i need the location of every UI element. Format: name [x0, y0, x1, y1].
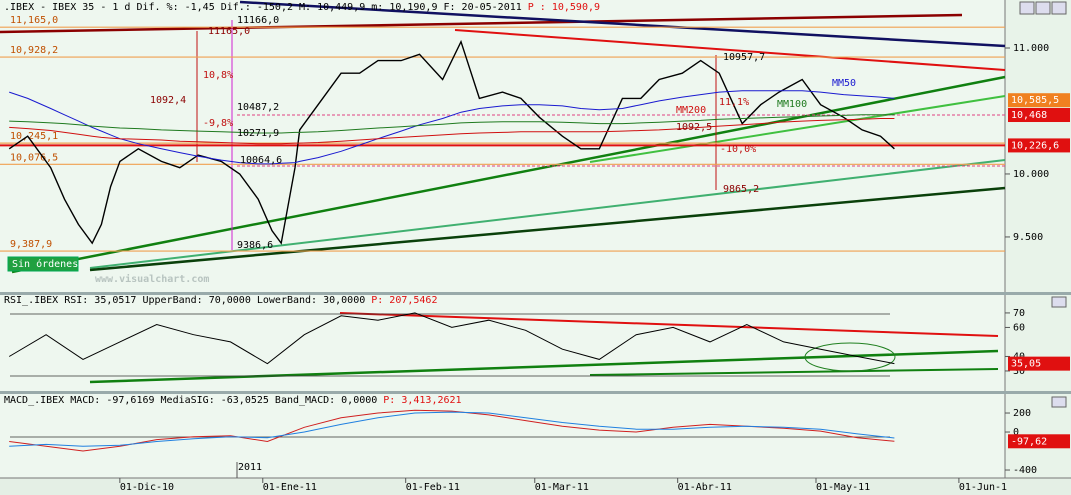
level-label: 10,245,1	[10, 131, 58, 142]
y-tick-label: 200	[1013, 408, 1031, 419]
trend-line	[454, 29, 1006, 71]
year-label: 2011	[238, 462, 262, 473]
panel-separator	[0, 391, 1071, 394]
trend-lines	[0, 0, 1006, 438]
annotation: 9865,2	[723, 184, 759, 195]
annotation: 1092,4	[150, 95, 186, 106]
trend-line	[589, 95, 1006, 163]
header-text: MACD_.IBEX MACD: -97,6169 MediaSIG: -63,…	[4, 395, 377, 406]
series-line	[8, 312, 895, 365]
window-buttons	[1019, 1, 1067, 408]
series-label: MM100	[777, 99, 807, 110]
y-tick-label: 9.500	[1013, 232, 1043, 243]
x-tick-label: 01-Mar-11	[535, 482, 589, 493]
annotation: 10,8%	[203, 70, 233, 81]
last-value-label: 10,468	[1011, 110, 1047, 121]
series-line	[9, 118, 895, 145]
x-axis-area	[0, 478, 1071, 495]
panel-separator	[0, 292, 1071, 295]
annotation: 9386,6	[237, 240, 273, 251]
x-tick-label: 01-Dic-10	[120, 482, 174, 493]
level-label: 9,387,9	[10, 239, 52, 250]
minimize-button[interactable]	[1019, 1, 1035, 15]
watermark: www.visualchart.com	[95, 273, 209, 285]
panel-header: .IBEX - IBEX 35 - 1 d Dif. %: -1,45 Dif.…	[4, 2, 600, 13]
series-label: MM200	[676, 105, 706, 116]
x-tick-label: 01-Feb-11	[406, 482, 460, 493]
close-button[interactable]	[1051, 396, 1067, 408]
y-tick-label: 11.000	[1013, 43, 1049, 54]
annotation: 10064,6	[240, 155, 282, 166]
trend-line	[239, 0, 1006, 48]
y-tick-label: 0	[1013, 427, 1019, 438]
x-tick-label: 01-Ene-11	[263, 482, 317, 493]
y-tick-label: 70	[1013, 308, 1025, 319]
panel-header: RSI_.IBEX RSI: 35,0517 UpperBand: 70,000…	[4, 295, 437, 306]
last-value-label: 35,05	[1011, 359, 1041, 370]
x-tick-label: 01-Abr-11	[678, 482, 732, 493]
trend-line	[0, 13, 963, 34]
series-line	[8, 39, 895, 245]
trend-line	[89, 186, 1006, 272]
series-label: MM50	[832, 78, 856, 89]
level-label: 11,165,0	[10, 15, 58, 26]
close-button[interactable]	[1051, 296, 1067, 308]
trend-line	[11, 75, 1006, 274]
highlight-ellipse	[804, 342, 896, 372]
series-line	[9, 411, 895, 447]
annotation: 10487,2	[237, 102, 279, 113]
y-tick-label: 60	[1013, 322, 1025, 333]
y-tick-label: 30	[1013, 366, 1025, 377]
series-line	[9, 114, 895, 134]
trend-line	[589, 368, 999, 376]
series-line	[9, 90, 895, 165]
y-tick-label: 10.000	[1013, 169, 1049, 180]
last-value-box	[1008, 356, 1070, 371]
header-price: P : 10,590,9	[528, 2, 600, 13]
annotation: 10271,9	[237, 128, 279, 139]
x-tick-label: 01-Jun-1	[959, 482, 1007, 493]
y-tick-label: -400	[1013, 465, 1037, 476]
last-value-box	[1008, 138, 1070, 153]
maximize-button[interactable]	[1035, 1, 1051, 15]
trend-line	[89, 349, 999, 384]
annotation: 11166,0	[237, 15, 279, 26]
annotation: 11,1%	[719, 97, 749, 108]
annotation: 11165,0	[208, 26, 250, 37]
header-price: P: 207,5462	[371, 295, 437, 306]
header-text: .IBEX - IBEX 35 - 1 d Dif. %: -1,45 Dif.…	[4, 2, 522, 13]
last-value-box	[1008, 93, 1070, 108]
header-text: RSI_.IBEX RSI: 35,0517 UpperBand: 70,000…	[4, 295, 365, 306]
last-value-box	[1008, 434, 1070, 449]
status-box	[7, 256, 79, 272]
annotation: 1092,5	[676, 122, 712, 133]
last-value-label: 10,226,6	[1011, 140, 1059, 151]
last-value-label: 10,585,5	[1011, 95, 1059, 106]
level-label: 10,076,5	[10, 152, 58, 163]
annotation: 10957,7	[723, 52, 765, 63]
last-value-label: -97,62	[1011, 436, 1047, 447]
trend-line	[89, 159, 1006, 269]
last-value-box	[1008, 108, 1070, 123]
level-label: 10,928,2	[10, 45, 58, 56]
annotation: -10,0%	[720, 144, 756, 155]
close-button[interactable]	[1051, 1, 1067, 15]
trend-line	[339, 312, 999, 337]
panel-header: MACD_.IBEX MACD: -97,6169 MediaSIG: -63,…	[4, 395, 462, 406]
header-price: P: 3,413,2621	[383, 395, 461, 406]
annotation: -9,8%	[203, 118, 233, 129]
status-text: Sin órdenes	[12, 258, 78, 270]
x-tick-label: 01-May-11	[816, 482, 870, 493]
